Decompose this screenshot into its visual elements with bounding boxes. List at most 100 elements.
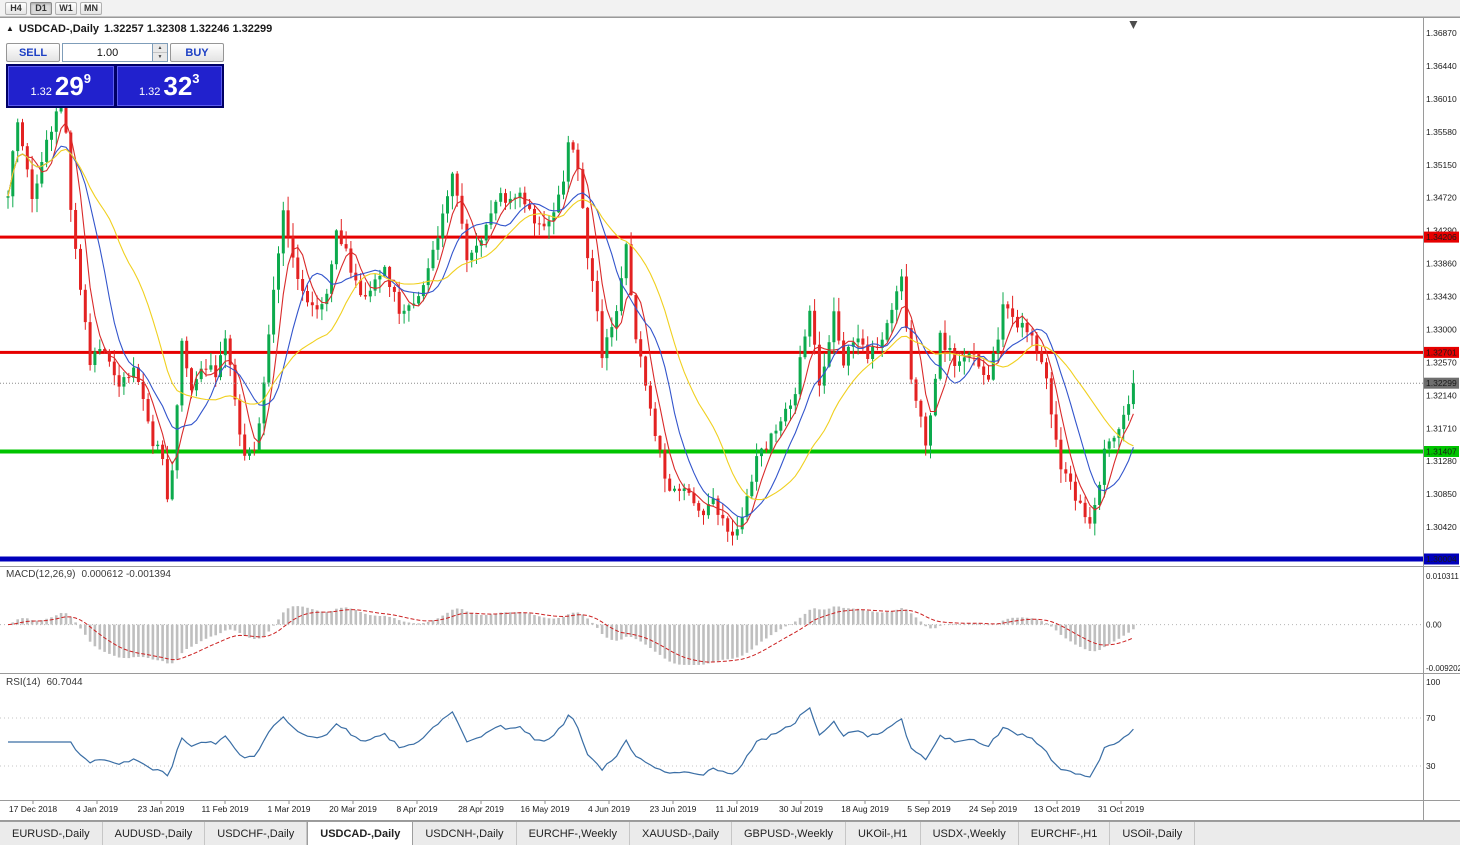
svg-text:31 Oct 2019: 31 Oct 2019	[1098, 804, 1145, 814]
panel-separators[interactable]	[0, 17, 1460, 821]
svg-text:1.36440: 1.36440	[1426, 61, 1457, 71]
ma-mid-line	[7, 145, 1134, 519]
macd-histogram	[11, 606, 1135, 665]
symbol-tabbar: EURUSD-,Daily AUDUSD-,Daily USDCHF-,Dail…	[0, 821, 1460, 845]
svg-text:1.34720: 1.34720	[1426, 193, 1457, 203]
timeframe-button-d1[interactable]: D1	[30, 1, 52, 15]
svg-text:1.31280: 1.31280	[1426, 456, 1457, 466]
svg-text:17 Dec 2018: 17 Dec 2018	[9, 804, 57, 814]
svg-text:4 Jun 2019: 4 Jun 2019	[588, 804, 630, 814]
spin-up-icon[interactable]: ▲	[153, 44, 167, 53]
tab-usdx-weekly[interactable]: USDX-,Weekly	[921, 822, 1019, 845]
tab-xauusd-daily[interactable]: XAUUSD-,Daily	[630, 822, 732, 845]
one-click-trade-widget: SELL 1.00 ▲ ▼ BUY 1.32 29 9 1.32 32 3	[6, 43, 224, 108]
bid-price-button[interactable]: 1.32 29 9	[8, 66, 114, 106]
spin-down-icon[interactable]: ▼	[153, 53, 167, 61]
svg-text:1.32299: 1.32299	[1426, 378, 1457, 388]
tab-eurchf-h1[interactable]: EURCHF-,H1	[1019, 822, 1111, 845]
tab-usdcad-daily[interactable]: USDCAD-,Daily	[307, 822, 414, 845]
svg-text:100: 100	[1426, 677, 1440, 687]
svg-text:70: 70	[1426, 713, 1436, 723]
svg-text:1.34290: 1.34290	[1426, 226, 1457, 236]
tab-audusd-daily[interactable]: AUDUSD-,Daily	[103, 822, 206, 845]
timeframe-toolbar: H4 D1 W1 MN	[0, 0, 1460, 17]
svg-text:1.31710: 1.31710	[1426, 423, 1457, 433]
bid-ask-panel: 1.32 29 9 1.32 32 3	[6, 64, 224, 108]
tab-eurchf-weekly[interactable]: EURCHF-,Weekly	[517, 822, 630, 845]
ma-fast-line	[7, 121, 1134, 527]
svg-text:8 Apr 2019: 8 Apr 2019	[396, 804, 437, 814]
sell-button[interactable]: SELL	[6, 43, 60, 62]
chart-shift-marker	[1129, 21, 1138, 29]
chart-title: ▲ USDCAD-,Daily 1.32257 1.32308 1.32246 …	[6, 23, 272, 35]
rsi-name: RSI(14)	[6, 677, 41, 688]
tab-usdcnh-daily[interactable]: USDCNH-,Daily	[413, 822, 517, 845]
ask-prefix: 1.32	[138, 86, 161, 98]
svg-text:30 Jul 2019: 30 Jul 2019	[779, 804, 823, 814]
buy-button[interactable]: BUY	[170, 43, 224, 62]
ask-pips: 32	[163, 71, 193, 101]
svg-text:5 Sep 2019: 5 Sep 2019	[907, 804, 951, 814]
svg-text:1.34206: 1.34206	[1426, 232, 1457, 242]
svg-text:1.36010: 1.36010	[1426, 94, 1457, 104]
svg-text:18 Aug 2019: 18 Aug 2019	[841, 804, 889, 814]
svg-text:30: 30	[1426, 761, 1436, 771]
timeframe-button-w1[interactable]: W1	[55, 1, 77, 15]
svg-text:1.30004: 1.30004	[1426, 554, 1457, 564]
svg-text:1.35150: 1.35150	[1426, 160, 1457, 170]
svg-text:24 Sep 2019: 24 Sep 2019	[969, 804, 1017, 814]
ohlc-values: 1.32257 1.32308 1.32246 1.32299	[104, 23, 273, 35]
ask-price-button[interactable]: 1.32 32 3	[116, 66, 222, 106]
timeframe-button-h4[interactable]: H4	[5, 1, 27, 15]
symbol-marker-icon: ▲	[6, 24, 14, 33]
svg-text:0.010311: 0.010311	[1426, 572, 1459, 581]
ask-point: 3	[192, 71, 200, 86]
svg-text:1.35580: 1.35580	[1426, 127, 1457, 137]
macd-values: 0.000612 -0.001394	[81, 569, 171, 580]
timeframe-button-mn[interactable]: MN	[80, 1, 102, 15]
svg-text:13 Oct 2019: 13 Oct 2019	[1034, 804, 1081, 814]
tab-ukoil-h1[interactable]: UKOil-,H1	[846, 822, 921, 845]
rsi-axis-labels: 100 70 30	[1426, 677, 1440, 771]
rsi-line	[8, 706, 1134, 778]
svg-text:1.30420: 1.30420	[1426, 522, 1457, 532]
svg-text:1.30850: 1.30850	[1426, 489, 1457, 499]
svg-text:1.33430: 1.33430	[1426, 292, 1457, 302]
rsi-value: 60.7044	[46, 677, 83, 688]
svg-text:1.32701: 1.32701	[1426, 347, 1457, 357]
candlestick-series	[6, 83, 1135, 546]
volume-value[interactable]: 1.00	[96, 46, 119, 59]
svg-text:1.32570: 1.32570	[1426, 357, 1457, 367]
svg-text:23 Jan 2019: 23 Jan 2019	[138, 804, 185, 814]
bid-point: 9	[83, 71, 92, 86]
bid-prefix: 1.32	[30, 86, 52, 98]
svg-text:1 Mar 2019: 1 Mar 2019	[268, 804, 311, 814]
price-badges: 1.34206 1.32701 1.31407 1.30004 1.32299	[1424, 231, 1459, 565]
svg-text:1.36870: 1.36870	[1426, 28, 1457, 38]
svg-text:23 Jun 2019: 23 Jun 2019	[650, 804, 697, 814]
price-axis-labels: 1.36870 1.36440 1.36010 1.35580 1.35150 1.347…	[1426, 28, 1457, 532]
symbol-label: USDCAD-,Daily	[18, 23, 99, 35]
svg-text:20 Mar 2019: 20 Mar 2019	[329, 804, 377, 814]
svg-text:28 Apr 2019: 28 Apr 2019	[458, 804, 504, 814]
svg-text:1.32140: 1.32140	[1426, 390, 1457, 400]
tab-gbpusd-weekly[interactable]: GBPUSD-,Weekly	[732, 822, 847, 845]
date-axis-labels: 17 Dec 2018 4 Jan 2019 23 Jan 2019 11 Feb 2…	[9, 801, 1145, 814]
tab-eurusd-daily[interactable]: EURUSD-,Daily	[0, 822, 103, 845]
volume-spinner: ▲ ▼	[152, 44, 167, 61]
macd-signal-line	[7, 609, 1134, 663]
tab-usdchf-daily[interactable]: USDCHF-,Daily	[205, 822, 308, 845]
rsi-label: RSI(14) 60.7044	[6, 677, 83, 688]
svg-text:1.31407: 1.31407	[1426, 447, 1457, 457]
volume-input[interactable]: 1.00 ▲ ▼	[62, 43, 168, 62]
horizontal-level-lines[interactable]	[0, 235, 1423, 562]
svg-text:-0.009202: -0.009202	[1426, 664, 1460, 673]
svg-text:11 Feb 2019: 11 Feb 2019	[201, 804, 248, 814]
macd-name: MACD(12,26,9)	[6, 569, 76, 580]
svg-text:0.00: 0.00	[1426, 621, 1442, 630]
bid-pips: 29	[54, 71, 84, 101]
tab-usoil-daily[interactable]: USOil-,Daily	[1110, 822, 1196, 845]
macd-label: MACD(12,26,9) 0.000612 -0.001394	[6, 569, 171, 580]
